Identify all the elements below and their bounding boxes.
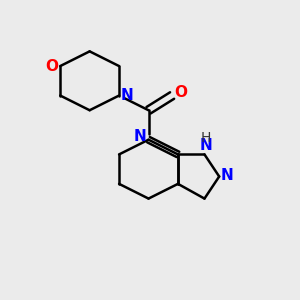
Text: N: N [121, 88, 134, 103]
Text: N: N [200, 138, 212, 153]
Text: O: O [46, 58, 59, 74]
Text: N: N [133, 129, 146, 144]
Text: N: N [221, 167, 234, 182]
Text: H: H [201, 131, 211, 145]
Text: O: O [174, 85, 187, 100]
